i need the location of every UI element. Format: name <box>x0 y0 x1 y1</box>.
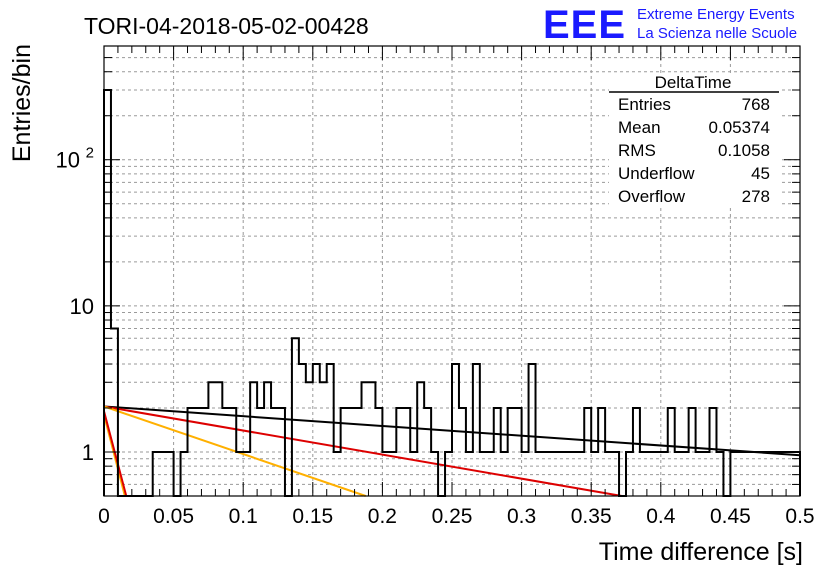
stats-row-label: Mean <box>618 118 661 137</box>
x-tick-label: 0.05 <box>153 505 194 528</box>
fit-line <box>103 411 128 497</box>
chart-title: TORI-04-2018-05-02-00428 <box>84 13 369 39</box>
fit-line <box>103 405 367 497</box>
stats-row-value: 768 <box>742 95 770 114</box>
x-axis-label: Time difference [s] <box>599 538 803 566</box>
y-tick-label: 10 <box>70 294 94 319</box>
stats-row-value: 278 <box>742 187 770 206</box>
eee-logo: EEE Extreme Energy Events La Scienza nel… <box>543 3 797 47</box>
logo-line-2: La Scienza nelle Scuole <box>637 25 797 42</box>
logo-line-1: Extreme Energy Events <box>637 6 795 23</box>
x-tick-label: 0.2 <box>368 505 397 528</box>
y-tick-label: 10 <box>56 148 80 173</box>
stats-box-bg <box>609 74 779 208</box>
stats-row-label: RMS <box>618 141 656 160</box>
x-tick-label: 0.45 <box>710 505 751 528</box>
y-tick-label-exponent: 2 <box>86 145 94 162</box>
y-ticks: 1 10 10 2 <box>56 57 800 485</box>
x-tick-label: 0.5 <box>785 505 814 528</box>
stats-row-label: Overflow <box>618 187 686 206</box>
y-tick-label: 1 <box>82 440 94 465</box>
x-tick-label: 0.25 <box>432 505 473 528</box>
x-tick-label: 0.15 <box>292 505 333 528</box>
stats-rows: Entries 768 Mean 0.05374 RMS 0.1058 Underflow 4… <box>618 95 770 206</box>
stats-row-label: Entries <box>618 95 671 114</box>
stats-box: DeltaTime Entries 768 Mean 0.05374 RMS 0.1058… <box>609 73 779 208</box>
x-tick-label: 0.1 <box>229 505 258 528</box>
x-tick-label: 0 <box>98 505 110 528</box>
stats-row-label: Underflow <box>618 164 695 183</box>
logo-mark: EEE <box>543 3 626 47</box>
fit-line <box>103 405 622 497</box>
stats-row-value: 0.05374 <box>709 118 770 137</box>
y-axis-label: Entries/bin <box>8 44 36 162</box>
x-tick-label: 0.4 <box>646 505 676 528</box>
stats-row-value: 0.1058 <box>718 141 770 160</box>
x-tick-label: 0.35 <box>571 505 612 528</box>
x-tick-label: 0.3 <box>507 505 536 528</box>
stats-row-value: 45 <box>751 164 770 183</box>
stats-title: DeltaTime <box>655 73 732 92</box>
x-ticks: 0 0.05 0.1 0.15 0.2 0.25 0.3 0.35 0.4 0.45 0.5 <box>98 46 815 528</box>
